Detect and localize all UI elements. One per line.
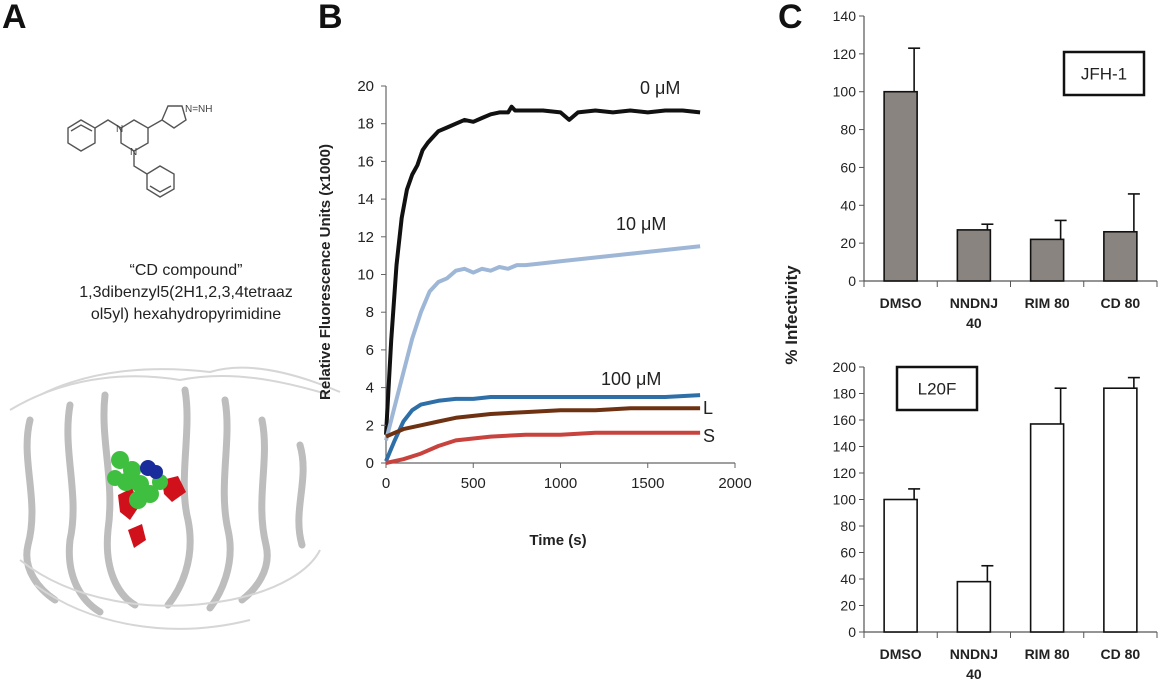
c1-y-tick-label: 0	[848, 273, 856, 289]
c1-x-tick-label: RIM 80	[1025, 295, 1070, 311]
c1-legend-box	[1062, 50, 1146, 97]
c2-x-tick-label: CD 80	[1101, 646, 1141, 662]
b-x-tick-label: 2000	[718, 475, 751, 492]
c1-x-tick-label: DMSO	[880, 295, 922, 311]
b-y-tick-label: 2	[366, 417, 374, 434]
chemical-structure: N N N=NH	[67, 104, 213, 198]
c2-y-tick-label: 180	[833, 386, 857, 402]
b-y-tick-label: 10	[357, 267, 374, 284]
annotation-s: S	[703, 426, 715, 446]
c2-x-tick-label: NNDNJ	[950, 646, 998, 662]
c2-bar	[883, 498, 918, 633]
c2-y-tick-label: 120	[833, 465, 857, 481]
c1-bar	[1103, 230, 1138, 282]
annotation-0um: 0 μM	[640, 78, 680, 98]
c1-bar	[1029, 238, 1065, 282]
b-x-axis-label: Time (s)	[529, 532, 586, 549]
tetrazole-label: N=NH	[185, 104, 213, 115]
compound-iupac-line2: ol5yl) hexahydropyrimidine	[90, 306, 282, 323]
b-series-line-3	[385, 406, 701, 439]
b-x-tick-label: 500	[461, 475, 486, 492]
b-y-tick-label: 14	[357, 191, 374, 208]
c2-bar	[956, 580, 992, 633]
b-y-tick-label: 18	[357, 116, 374, 133]
b-y-tick-label: 16	[357, 153, 374, 170]
c2-legend-box	[895, 365, 979, 412]
b-x-tick-label: 0	[382, 475, 390, 492]
panel-label-b: B	[318, 0, 343, 36]
c2-bar	[1103, 387, 1138, 633]
c2-y-tick-label: 0	[848, 624, 856, 640]
atom-label-n1: N	[116, 124, 123, 135]
c2-legend-label: L20F	[918, 380, 957, 399]
c2-y-tick-label: 140	[833, 439, 857, 455]
c1-legend-label: JFH-1	[1081, 65, 1127, 84]
c2-y-tick-label: 100	[833, 492, 857, 508]
b-y-tick-label: 4	[366, 380, 374, 397]
b-series-line-4	[385, 430, 701, 465]
c2-y-tick-label: 80	[840, 518, 856, 534]
c1-y-tick-label: 60	[840, 159, 856, 175]
c2-y-tick-label: 60	[840, 545, 856, 561]
panel-label-c: C	[778, 0, 803, 36]
b-y-tick-label: 8	[366, 304, 374, 321]
c2-y-tick-label: 200	[833, 359, 857, 375]
c-y-axis-label: % Infectivity	[782, 265, 801, 365]
b-y-tick-label: 6	[366, 342, 374, 359]
c1-x-tick-label: NNDNJ	[950, 295, 998, 311]
b-y-tick-label: 20	[357, 78, 374, 95]
c2-x-tick-label: 40	[966, 666, 982, 682]
annotation-100um: 100 μM	[601, 369, 661, 389]
c1-bar	[883, 90, 918, 282]
b-series-line-0	[384, 104, 701, 435]
c1-bar	[956, 229, 992, 282]
c2-x-tick-label: DMSO	[880, 646, 922, 662]
b-series-line-2	[384, 393, 701, 462]
atom-label-n3: N	[130, 147, 137, 158]
c2-y-tick-label: 20	[840, 598, 856, 614]
b-y-tick-label: 12	[357, 229, 374, 246]
panel-label-a: A	[2, 0, 27, 36]
c2-bar	[1029, 423, 1065, 633]
b-series-line-1	[384, 244, 701, 441]
c2-y-tick-label: 160	[833, 412, 857, 428]
c2-y-tick-label: 40	[840, 571, 856, 587]
c1-y-tick-label: 120	[833, 46, 857, 62]
c2-x-tick-label: RIM 80	[1025, 646, 1070, 662]
protein-model	[9, 366, 341, 630]
annotation-l: L	[703, 398, 713, 418]
c1-y-tick-label: 20	[840, 235, 856, 251]
b-y-axis-label: Relative Fluorescence Units (x1000)	[317, 144, 334, 400]
annotation-10um: 10 μM	[616, 214, 666, 234]
c1-x-tick-label: 40	[966, 315, 982, 331]
b-y-tick-label: 0	[366, 455, 374, 472]
compound-name: “CD compound”	[129, 262, 243, 279]
compound-iupac-line1: 1,3dibenzyl5(2H1,2,3,4tetraaz	[79, 284, 293, 301]
b-x-tick-label: 1000	[544, 475, 577, 492]
c1-x-tick-label: CD 80	[1101, 295, 1141, 311]
c1-y-tick-label: 140	[833, 8, 857, 24]
c1-y-tick-label: 100	[833, 84, 857, 100]
c1-y-tick-label: 80	[840, 122, 856, 138]
b-x-tick-label: 1500	[631, 475, 664, 492]
c1-y-tick-label: 40	[840, 197, 856, 213]
